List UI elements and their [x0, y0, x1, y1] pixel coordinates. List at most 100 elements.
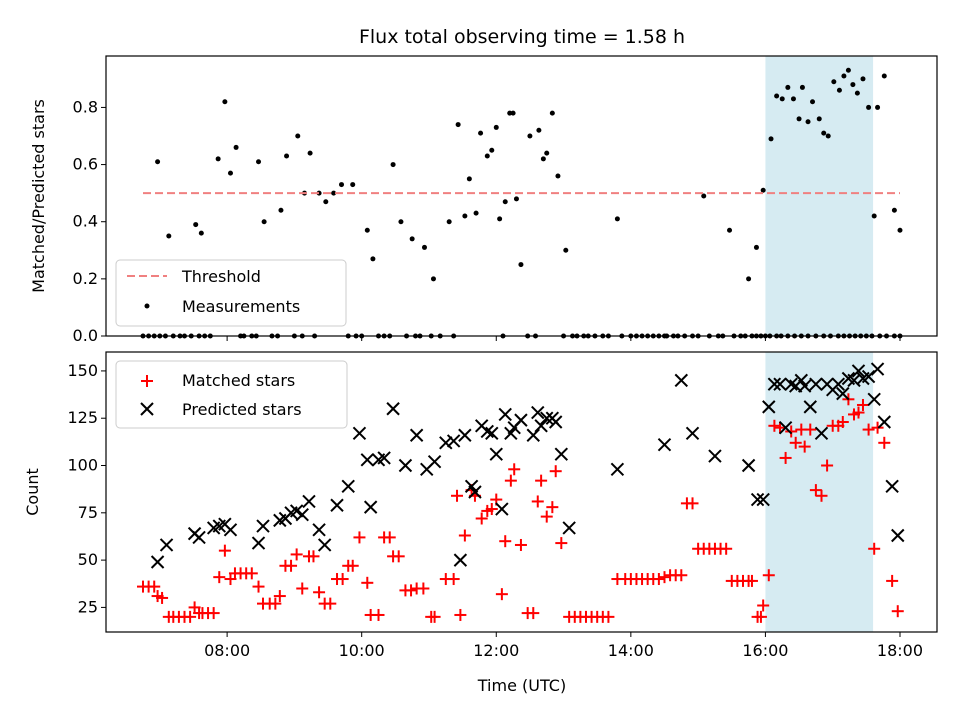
- measurement-point: [549, 110, 555, 116]
- predicted-point: [610, 462, 625, 477]
- measurement-point: [860, 76, 866, 82]
- matched-point: [207, 607, 220, 620]
- matched-point: [447, 573, 460, 586]
- measurement-point: [810, 99, 816, 105]
- predicted-point: [534, 419, 548, 433]
- predicted-point: [317, 538, 332, 552]
- predicted-point: [352, 426, 367, 441]
- bottom-ytick-label: 125: [67, 408, 98, 427]
- predicted-point: [685, 426, 700, 441]
- measurement-point: [446, 219, 452, 225]
- measurement-point: [198, 230, 204, 236]
- measurement-point: [215, 156, 221, 162]
- matched-point: [675, 569, 688, 582]
- predicted-point: [150, 555, 165, 569]
- measurement-point: [836, 87, 842, 93]
- top-ytick-label: 0.8: [73, 97, 98, 116]
- matched-point: [868, 542, 881, 555]
- predicted-point: [809, 377, 823, 391]
- bottom-ytick-label: 75: [78, 503, 98, 522]
- measurement-point: [398, 219, 404, 225]
- matched-point: [768, 419, 781, 432]
- measurement-point: [497, 216, 503, 222]
- predicted-point: [446, 434, 461, 448]
- measurement-point: [316, 190, 322, 196]
- matched-point: [417, 582, 430, 595]
- predicted-point: [312, 523, 326, 537]
- matched-point: [652, 573, 665, 586]
- matched-point: [856, 398, 869, 411]
- measurement-point: [390, 162, 396, 168]
- matched-point: [148, 580, 161, 593]
- predicted-point: [386, 402, 400, 416]
- matched-point: [555, 537, 568, 550]
- matched-point: [392, 550, 405, 563]
- matched-point: [485, 503, 498, 516]
- matched-point: [245, 567, 258, 580]
- matched-point: [213, 571, 226, 584]
- predicted-point: [468, 485, 482, 499]
- matched-point: [804, 423, 817, 436]
- measurement-point: [540, 156, 546, 162]
- predicted-point: [750, 492, 765, 507]
- measurement-point: [473, 210, 479, 216]
- matched-point: [757, 599, 770, 612]
- predicted-point: [554, 447, 569, 461]
- predicted-point: [885, 479, 899, 494]
- measurement-point: [831, 79, 837, 85]
- measurement-point: [796, 116, 802, 122]
- matched-point: [451, 489, 464, 502]
- measurement-point: [455, 122, 461, 128]
- predicted-point: [562, 521, 576, 535]
- measurement-point: [753, 244, 759, 250]
- predicted-point: [409, 428, 424, 442]
- matched-point: [361, 576, 374, 589]
- matched-point: [269, 597, 282, 610]
- predicted-point: [526, 428, 540, 442]
- matched-point: [499, 535, 512, 548]
- measurement-point: [727, 227, 733, 233]
- predicted-point: [657, 437, 672, 452]
- predicted-point: [836, 386, 850, 401]
- legend-threshold-label: Threshold: [181, 267, 261, 286]
- matched-point: [296, 582, 309, 595]
- matched-point: [658, 571, 671, 584]
- top-x-ticks: [226, 336, 901, 341]
- matched-point: [852, 406, 865, 419]
- predicted-point: [831, 377, 846, 391]
- predicted-point: [256, 519, 270, 533]
- measurement-point: [222, 99, 228, 105]
- measurement-point: [821, 130, 827, 136]
- predicted-point: [531, 405, 545, 420]
- predicted-point: [867, 392, 881, 407]
- measurement-point: [746, 276, 752, 282]
- measurement-point: [891, 207, 897, 213]
- matched-point: [313, 586, 326, 599]
- measurement-point: [462, 213, 468, 219]
- measurement-point: [881, 73, 887, 79]
- predicted-point: [778, 420, 793, 435]
- matched-point: [285, 559, 298, 572]
- measurement-point: [409, 236, 415, 242]
- matched-point: [815, 489, 828, 502]
- xtick-label: 14:00: [608, 641, 654, 660]
- predicted-point: [377, 451, 391, 465]
- predicted-point: [192, 530, 206, 545]
- bottom-x-ticks: 08:00 10:00 12:00 14:00 16:00 18:00: [204, 632, 923, 660]
- matched-point: [428, 610, 441, 623]
- legend-measurements-label: Measurements: [182, 297, 300, 316]
- measurement-point: [489, 147, 495, 153]
- measurement-point: [875, 104, 881, 110]
- predicted-point: [495, 502, 509, 516]
- matched-point: [886, 574, 899, 587]
- matched-point: [307, 550, 320, 563]
- matched-point: [821, 459, 834, 472]
- predicted-point: [341, 479, 355, 494]
- matched-point: [862, 423, 875, 436]
- bottom-highlight-band: [765, 352, 874, 632]
- measurement-point: [331, 190, 337, 196]
- matched-point: [602, 610, 615, 623]
- measurement-point: [284, 153, 290, 159]
- predicted-point: [674, 373, 689, 388]
